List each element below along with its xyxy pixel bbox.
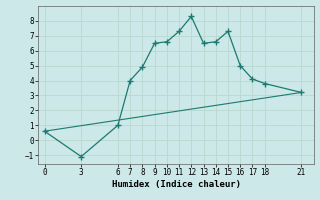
X-axis label: Humidex (Indice chaleur): Humidex (Indice chaleur) <box>111 180 241 189</box>
